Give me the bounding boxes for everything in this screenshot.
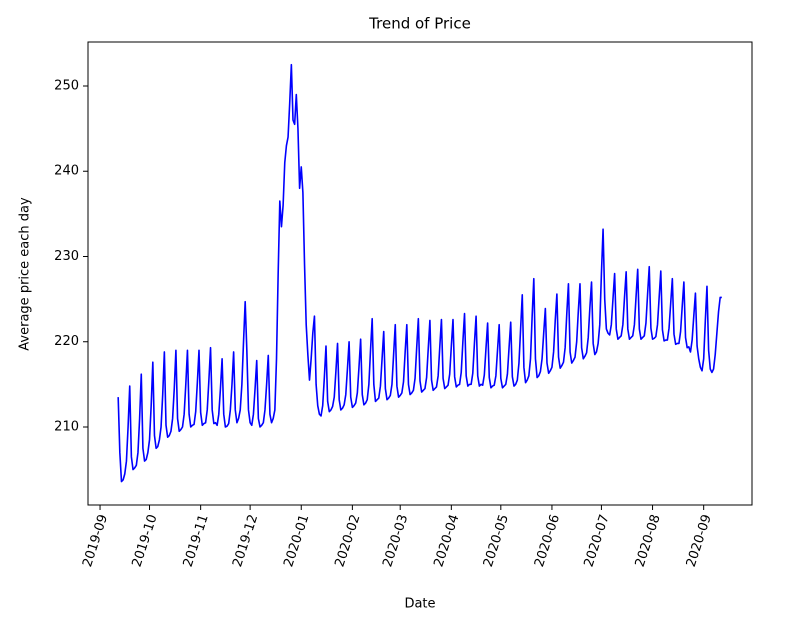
y-tick-label: 250 (54, 78, 79, 93)
plot-frame (87, 41, 753, 506)
x-axis-label: Date (404, 597, 435, 612)
chart-title: Trend of Price (368, 15, 471, 33)
x-tick-label: 2020-07 (581, 513, 612, 569)
x-tick-label: 2020-03 (380, 513, 411, 569)
x-tick-label: 2019-09 (80, 513, 111, 569)
y-tick-label: 240 (54, 164, 79, 179)
x-tick-label: 2019-10 (130, 513, 161, 569)
price-line (117, 63, 722, 483)
x-tick-label: 2019-11 (181, 513, 212, 569)
y-axis-label: Average price each day (18, 197, 33, 351)
x-tick-label: 2020-04 (431, 513, 462, 569)
y-tick-label: 220 (54, 334, 79, 349)
x-tick-label: 2020-02 (332, 513, 363, 569)
x-tick-label: 2020-09 (684, 513, 715, 569)
x-tick-label: 2020-08 (633, 513, 664, 569)
y-tick-label: 230 (54, 249, 79, 264)
x-tick-label: 2019-12 (230, 513, 261, 569)
x-tick-label: 2020-05 (481, 513, 512, 569)
x-tick-label: 2020-01 (281, 513, 312, 569)
x-tick-label: 2020-06 (532, 513, 563, 569)
y-tick-label: 210 (54, 419, 79, 434)
